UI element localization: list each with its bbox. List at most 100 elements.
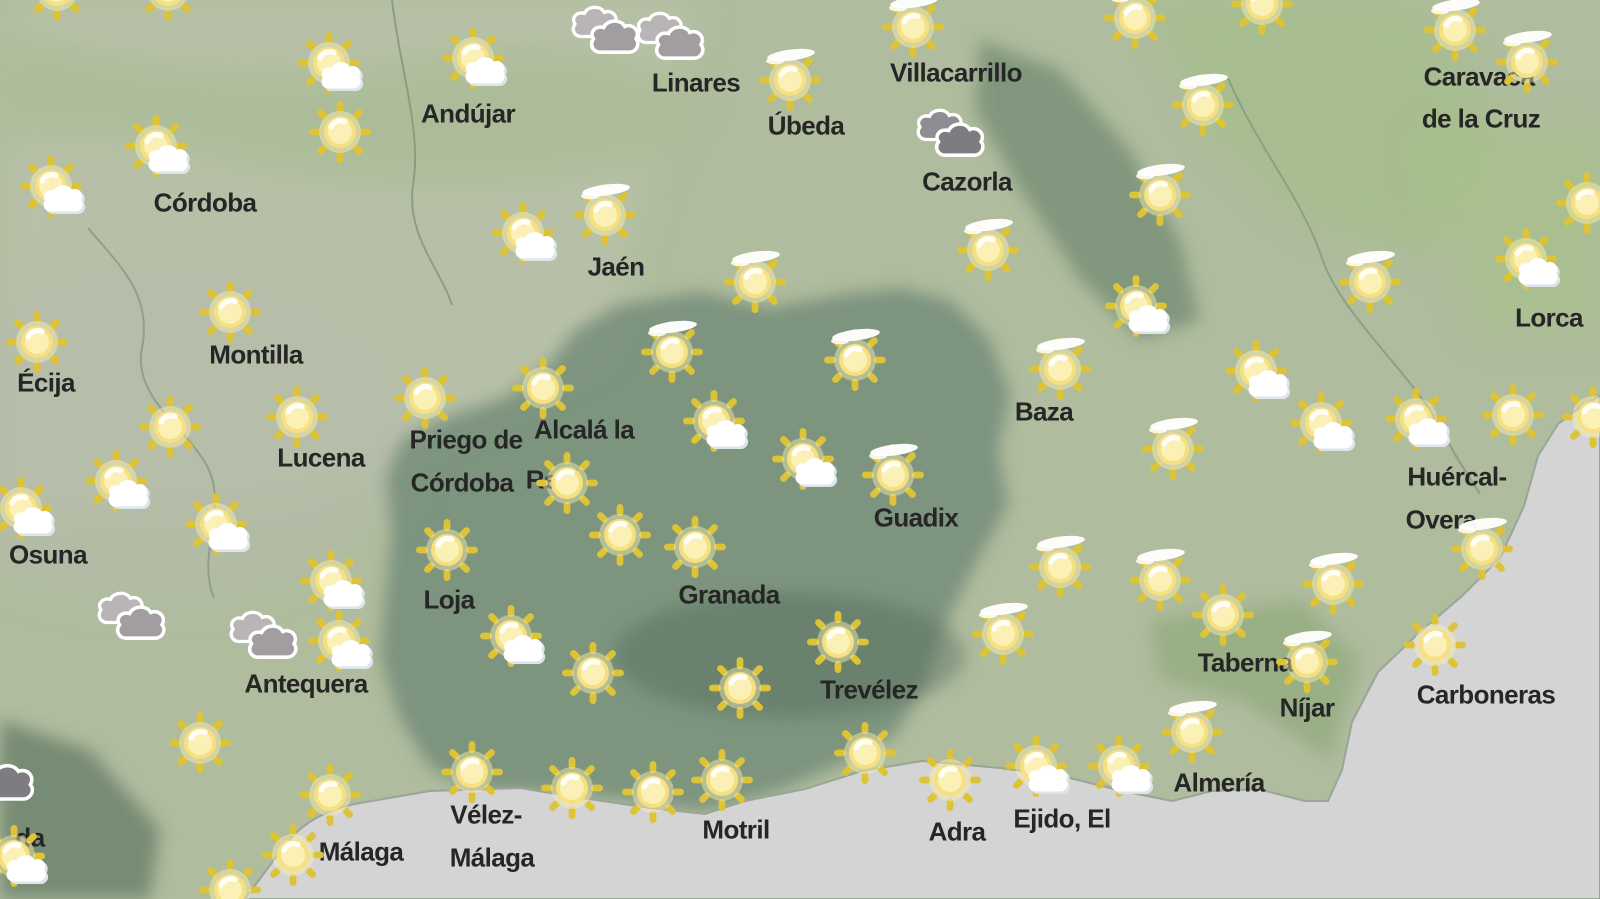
- city-label: Villacarrillo: [890, 57, 1023, 88]
- sun-icon: [169, 712, 231, 774]
- sun-haze-icon: [1029, 535, 1091, 598]
- sun-haze-icon: [957, 218, 1019, 281]
- sun-icon: [1404, 614, 1466, 676]
- city-label: Cazorla: [922, 166, 1012, 197]
- sun-haze-icon: [1451, 517, 1513, 580]
- sun-haze-icon: [641, 320, 703, 383]
- city-label: Motril: [702, 814, 770, 845]
- city-label: Antequera: [244, 668, 368, 699]
- city-label: Loja: [423, 584, 475, 615]
- sun-haze-icon: [824, 328, 886, 391]
- city-label: de la Cruz: [1421, 103, 1541, 134]
- city-label: Huércal-: [1407, 461, 1507, 492]
- city-label: Úbeda: [767, 110, 845, 141]
- city-label: Ejido, El: [1013, 803, 1111, 834]
- sun-icon: [562, 642, 624, 704]
- sun-haze-icon: [1302, 552, 1364, 615]
- sun-haze-icon: [574, 183, 636, 246]
- sun-cloud-icon: [20, 155, 86, 217]
- sea: [243, 394, 1600, 899]
- sun-cloud-icon: [1105, 275, 1171, 337]
- sun-cloud-icon: [1225, 340, 1291, 402]
- sun-cloud-icon: [0, 825, 49, 887]
- sun-haze-icon: [1129, 548, 1191, 611]
- sun-cloud-icon: [1495, 228, 1561, 290]
- sun-icon: [1231, 0, 1293, 35]
- city-label: Priego de: [409, 424, 523, 455]
- city-label: Málaga: [449, 842, 535, 873]
- sun-cloud-icon: [1005, 735, 1071, 797]
- clouds-icon: [636, 11, 705, 60]
- city-label: Granada: [678, 579, 780, 610]
- city-label: Tabernas: [1197, 647, 1307, 678]
- sun-haze-icon: [972, 602, 1034, 665]
- sun-cloud-icon: [298, 32, 364, 94]
- sun-haze-icon: [1029, 337, 1091, 400]
- sun-icon: [145, 0, 191, 21]
- clouds-icon: [916, 108, 985, 157]
- sun-icon: [1556, 172, 1600, 234]
- sun-icon: [394, 367, 456, 429]
- sun-haze-icon: [1129, 163, 1191, 226]
- city-label: Guadix: [873, 502, 959, 533]
- sun-haze-icon: [1496, 30, 1558, 93]
- city-label: Lucena: [277, 442, 365, 473]
- sun-icon: [441, 741, 503, 803]
- sun-icon: [709, 657, 771, 719]
- city-label: Trevélez: [820, 674, 918, 705]
- sun-cloud-icon: [1088, 735, 1154, 797]
- sun-cloud-icon: [0, 477, 56, 539]
- cazorla-mountains: [975, 40, 1200, 340]
- sun-icon: [589, 504, 651, 566]
- sun-icon: [512, 357, 574, 419]
- sun-haze-icon: [1161, 700, 1223, 763]
- city-label: Adra: [928, 816, 986, 847]
- sun-cloud-icon: [308, 610, 374, 672]
- sun-cloud-icon: [85, 450, 151, 512]
- city-label: Montilla: [209, 339, 303, 370]
- sun-icon: [199, 281, 261, 343]
- city-label: Vélez-: [450, 799, 522, 830]
- sun-icon: [919, 749, 981, 811]
- province-border: [391, 0, 453, 306]
- sun-icon: [536, 452, 598, 514]
- clouds-icon: [571, 5, 640, 54]
- sun-haze-icon: [1276, 630, 1338, 693]
- sun-icon: [6, 311, 68, 373]
- city-label: Carboneras: [1416, 679, 1556, 710]
- sun-icon: [834, 722, 896, 784]
- sun-icon: [1482, 384, 1544, 446]
- sun-haze-icon: [862, 443, 924, 506]
- sun-cloud-icon: [480, 605, 546, 667]
- city-label: Lorca: [1515, 302, 1583, 333]
- sun-icon: [1192, 584, 1254, 646]
- sun-icon: [807, 611, 869, 673]
- sun-cloud-icon: [492, 202, 558, 264]
- clouds-icon: [229, 610, 298, 659]
- sun-cloud-icon: [300, 550, 366, 612]
- sun-cloud-icon: [1385, 388, 1451, 450]
- sun-icon: [416, 519, 478, 581]
- sun-icon: [34, 0, 80, 21]
- sun-haze-icon: [759, 48, 821, 111]
- sun-haze-icon: [1424, 0, 1486, 61]
- sun-haze-icon: [882, 0, 944, 58]
- sun-icon: [299, 764, 361, 826]
- sun-icon: [664, 516, 726, 578]
- sun-icon: [541, 757, 603, 819]
- city-label: Málaga: [318, 836, 404, 867]
- sun-haze-icon: [1172, 73, 1234, 136]
- clouds-icon: [97, 591, 166, 640]
- city-label: Níjar: [1279, 692, 1335, 723]
- sun-haze-icon: [1142, 417, 1204, 480]
- sun-icon: [1562, 386, 1600, 448]
- sun-icon: [266, 386, 328, 448]
- city-label: Écija: [17, 367, 75, 398]
- sun-icon: [262, 824, 324, 886]
- sun-icon: [622, 761, 684, 823]
- sun-haze-icon: [724, 250, 786, 313]
- city-label: Linares: [651, 67, 741, 98]
- sun-icon: [309, 101, 371, 163]
